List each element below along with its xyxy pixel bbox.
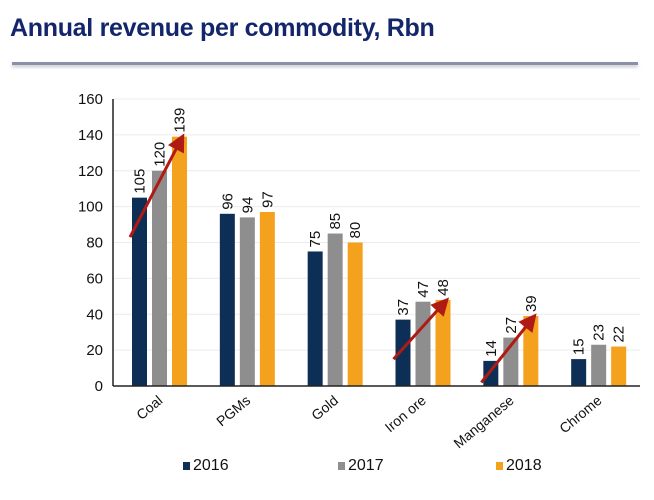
y-tick-label: 120 bbox=[78, 163, 103, 180]
legend-item-2016: 2016 bbox=[183, 457, 229, 475]
x-tick-label: Chrome bbox=[556, 392, 605, 436]
x-tick-label: PGMs bbox=[213, 392, 253, 429]
chart-title: Annual revenue per commodity, Rbn bbox=[10, 14, 435, 42]
bar-gold-2017 bbox=[327, 233, 343, 386]
trend-arrow-coal bbox=[128, 133, 185, 238]
bar-gold-2018 bbox=[347, 242, 363, 386]
bar-manganese-2018 bbox=[523, 316, 539, 386]
data-label: 105 bbox=[132, 169, 149, 194]
data-label: 75 bbox=[307, 231, 324, 248]
data-label: 39 bbox=[523, 295, 540, 312]
bar-chrome-2016 bbox=[571, 359, 587, 386]
trend-arrow-iron-ore bbox=[392, 297, 450, 361]
legend-label: 2016 bbox=[193, 457, 229, 474]
data-label: 85 bbox=[327, 213, 344, 230]
title-divider bbox=[12, 62, 638, 65]
data-label: 96 bbox=[219, 193, 236, 210]
bar-coal-2017 bbox=[152, 170, 167, 386]
data-label: 97 bbox=[259, 191, 276, 208]
bar-chrome-2018 bbox=[611, 346, 627, 386]
data-label: 48 bbox=[435, 279, 452, 296]
y-tick-label: 20 bbox=[86, 342, 103, 359]
bar-coal-2016 bbox=[132, 197, 147, 386]
x-tick-label: Manganese bbox=[450, 392, 516, 451]
legend-label: 2018 bbox=[506, 457, 542, 474]
bar-coal-2018 bbox=[172, 136, 187, 386]
data-label: 47 bbox=[415, 281, 432, 298]
data-label: 23 bbox=[591, 324, 608, 341]
bar-iron-ore-2016 bbox=[395, 319, 411, 386]
bar-pgms-2018 bbox=[259, 212, 275, 386]
legend-item-2017: 2017 bbox=[338, 457, 384, 475]
data-label: 139 bbox=[172, 108, 189, 133]
y-tick-label: 140 bbox=[78, 127, 103, 144]
bar-iron-ore-2018 bbox=[435, 299, 451, 386]
bar-pgms-2017 bbox=[239, 217, 255, 386]
legend-swatch bbox=[338, 462, 345, 470]
legend-swatch bbox=[183, 462, 190, 470]
y-tick-label: 40 bbox=[86, 306, 103, 323]
y-tick-label: 100 bbox=[78, 199, 103, 216]
data-label: 14 bbox=[483, 340, 500, 357]
data-label: 120 bbox=[152, 142, 169, 167]
data-label: 22 bbox=[611, 326, 628, 343]
data-label: 94 bbox=[239, 197, 256, 214]
y-tick-label: 0 bbox=[95, 378, 103, 395]
bar-chrome-2017 bbox=[591, 344, 607, 386]
legend-item-2018: 2018 bbox=[496, 457, 542, 475]
data-label: 15 bbox=[571, 338, 588, 355]
y-tick-label: 60 bbox=[86, 270, 103, 287]
y-tick-label: 80 bbox=[86, 235, 103, 252]
x-tick-label: Coal bbox=[133, 392, 165, 423]
data-label: 80 bbox=[347, 222, 364, 239]
data-label: 27 bbox=[503, 317, 520, 334]
y-tick-label: 160 bbox=[78, 91, 103, 108]
x-tick-label: Iron ore bbox=[382, 392, 429, 435]
bar-pgms-2016 bbox=[219, 213, 235, 386]
data-label: 37 bbox=[395, 299, 412, 316]
x-tick-label: Gold bbox=[308, 392, 341, 423]
legend-swatch bbox=[496, 462, 503, 470]
legend-label: 2017 bbox=[348, 457, 384, 474]
bar-gold-2016 bbox=[307, 251, 323, 386]
trend-arrow-manganese bbox=[480, 313, 537, 384]
bar-iron-ore-2017 bbox=[415, 301, 431, 386]
